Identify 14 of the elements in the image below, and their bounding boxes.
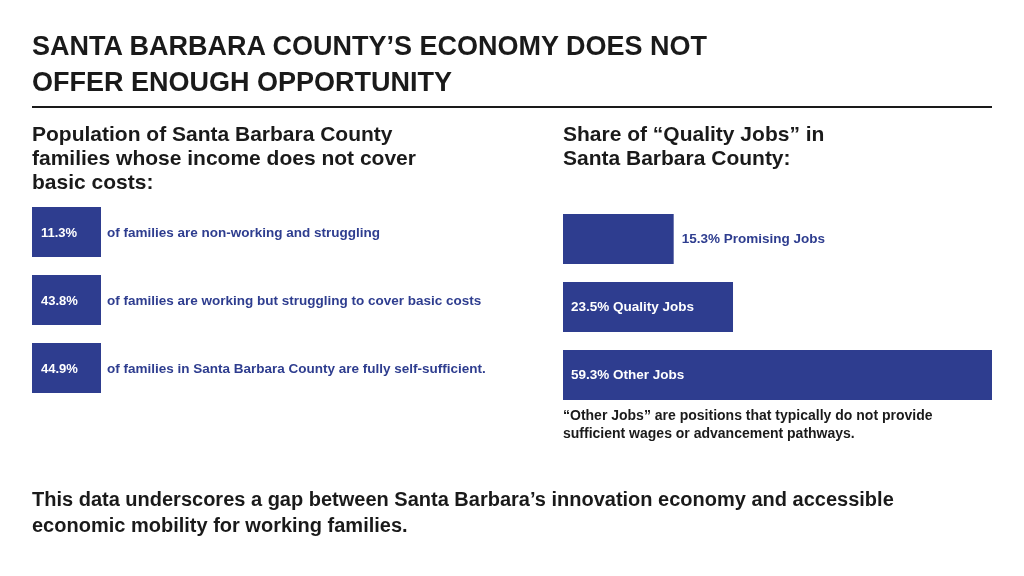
chart-title: Share of “Quality Jobs” in Santa Barbara County: (563, 122, 826, 170)
category-label: of families in Santa Barbara County are fully self-sufficient. (107, 359, 486, 378)
category-label: of families are working but struggling to cover basic costs (107, 291, 482, 310)
data-label: 43.8% (32, 275, 101, 325)
text: SANTA BARBARA COUNTY’S ECONOMY DOES NOT OFFER ENOUGH OPPORTUNITY (32, 30, 709, 99)
data-label: 11.3% (32, 207, 101, 257)
text: Population of Santa Barbara County families whose income does not cover basic costs: (32, 122, 417, 194)
data-label: 44.9% (32, 343, 101, 393)
annotation: “Other Jobs” are positions that typically do not provide sufficient wages or advancement pathways. (563, 406, 934, 442)
text: This data underscores a gap between Santa Barbara’s innovation economy and accessible economic mobility for working families. (32, 487, 895, 538)
category-label: of families are non-working and struggling (107, 223, 381, 242)
data-label: 59.3% Other Jobs (571, 366, 685, 382)
data-label: 15.3% Promising Jobs (681, 230, 825, 246)
data-label: 23.5% Quality Jobs (571, 298, 695, 314)
